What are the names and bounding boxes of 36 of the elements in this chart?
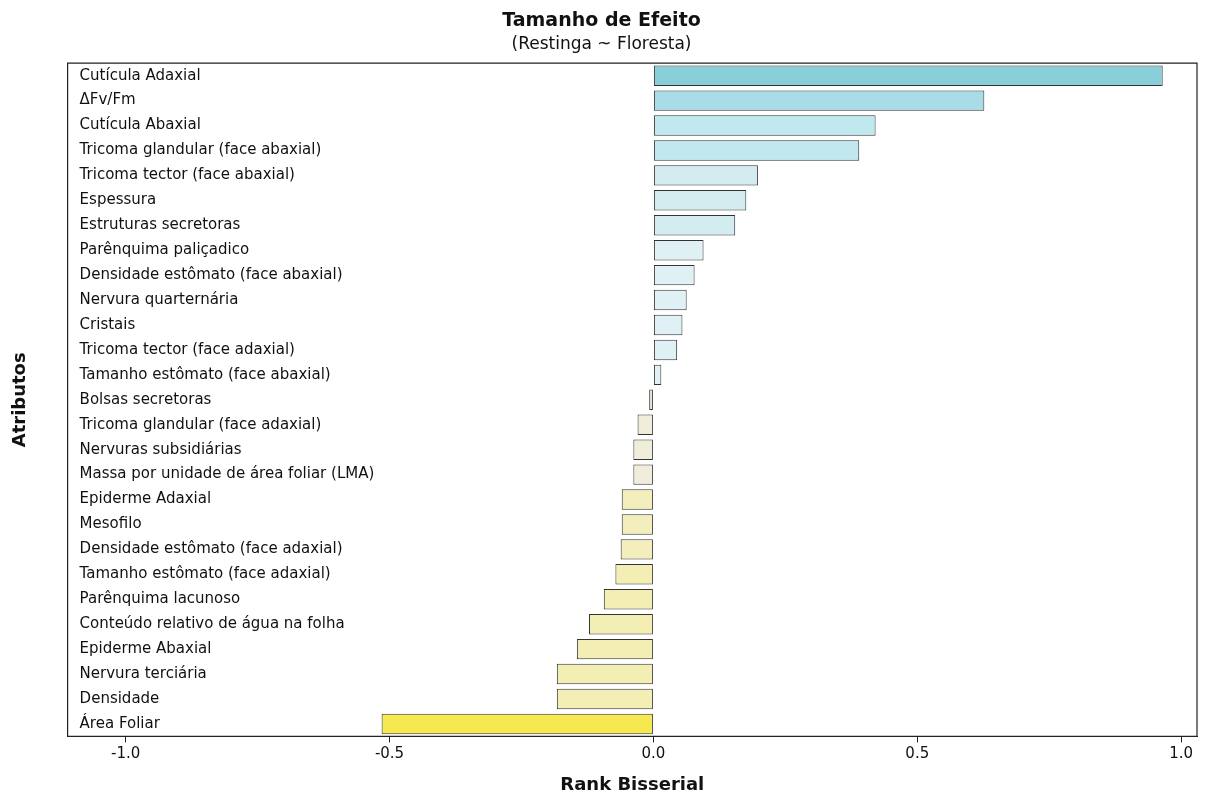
y-tick-label: Cutícula Abaxial — [79, 115, 201, 134]
y-tick-label: Densidade — [79, 688, 160, 707]
y-tick-label: Densidade estômato (face abaxial) — [79, 265, 343, 284]
x-tick-label: -0.5 — [374, 744, 405, 763]
y-tick-label: Tricoma glandular (face adaxial) — [78, 414, 322, 433]
y-tick-label: Conteúdo relativo de água na folha — [79, 614, 345, 633]
x-tick-label: 0.0 — [641, 744, 666, 763]
y-tick-label: ΔFv/Fm — [79, 90, 136, 109]
y-tick-label: Parênquima lacunoso — [79, 589, 241, 608]
y-tick-label: Nervura quarternária — [79, 289, 239, 308]
x-axis-title: Rank Bisserial — [560, 772, 705, 794]
y-tick-label: Parênquima paliçadico — [79, 240, 250, 259]
x-tick-label: 0.5 — [905, 744, 930, 763]
y-tick-label: Nervura terciária — [79, 663, 207, 682]
y-tick-label: Epiderme Adaxial — [79, 489, 212, 508]
y-tick-label: Tamanho estômato (face adaxial) — [78, 564, 331, 583]
y-tick-label: Densidade estômato (face adaxial) — [79, 539, 343, 558]
y-tick-label: Tamanho estômato (face abaxial) — [78, 364, 331, 383]
y-tick-label: Estruturas secretoras — [79, 215, 241, 234]
y-tick-label: Bolsas secretoras — [79, 389, 212, 408]
y-tick-label: Área Foliar — [79, 712, 161, 732]
y-tick-label: Nervuras subsidiárias — [79, 439, 242, 458]
y-tick-label: Tricoma tector (face adaxial) — [78, 339, 295, 358]
x-tick-label: 1.0 — [1169, 744, 1194, 763]
y-tick-label: Espessura — [79, 190, 157, 209]
y-tick-label: Tricoma glandular (face abaxial) — [78, 140, 322, 159]
y-tick-label: Massa por unidade de área foliar (LMA) — [79, 464, 375, 483]
y-axis-title: Atributos — [8, 352, 30, 448]
y-tick-label: Mesofilo — [79, 514, 142, 533]
chart-subtitle: (Restinga ~ Floresta) — [511, 33, 692, 54]
y-tick-label: Tricoma tector (face abaxial) — [78, 165, 295, 184]
y-tick-label: Cristais — [79, 314, 136, 333]
chart-title: Tamanho de Efeito — [502, 8, 701, 31]
y-tick-label: Cutícula Adaxial — [79, 65, 201, 84]
x-tick-label: -1.0 — [111, 744, 141, 763]
y-tick-label: Epiderme Abaxial — [79, 639, 212, 658]
